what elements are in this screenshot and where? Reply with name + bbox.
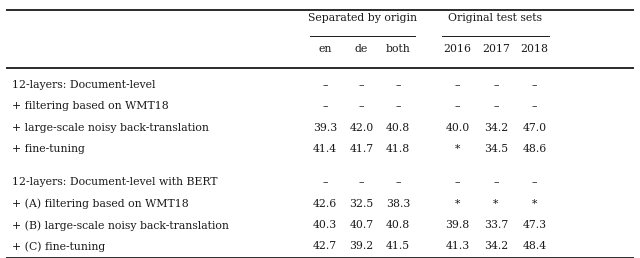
Text: 33.7: 33.7 (484, 220, 508, 230)
Text: –: – (396, 80, 401, 90)
Text: 34.5: 34.5 (484, 144, 508, 154)
Text: –: – (323, 80, 328, 90)
Text: 2018: 2018 (520, 44, 548, 54)
Text: de: de (355, 44, 368, 54)
Text: Separated by origin: Separated by origin (308, 13, 417, 23)
Text: 2016: 2016 (444, 44, 472, 54)
Text: *: * (455, 144, 460, 154)
Text: 40.0: 40.0 (445, 123, 470, 133)
Text: 12-layers: Document-level: 12-layers: Document-level (12, 80, 155, 90)
Text: –: – (323, 101, 328, 111)
Text: –: – (359, 101, 364, 111)
Text: 34.2: 34.2 (484, 123, 508, 133)
Text: 48.6: 48.6 (522, 144, 547, 154)
Text: 2017: 2017 (482, 44, 510, 54)
Text: 40.7: 40.7 (349, 220, 374, 230)
Text: –: – (359, 80, 364, 90)
Text: en: en (319, 44, 332, 54)
Text: 39.3: 39.3 (313, 123, 337, 133)
Text: 47.3: 47.3 (522, 220, 547, 230)
Text: *: * (455, 199, 460, 209)
Text: + fine-tuning: + fine-tuning (12, 144, 84, 154)
Text: 42.6: 42.6 (313, 199, 337, 209)
Text: –: – (396, 101, 401, 111)
Text: *: * (532, 199, 537, 209)
Text: –: – (396, 177, 401, 187)
Text: 42.7: 42.7 (313, 241, 337, 252)
Text: –: – (532, 101, 537, 111)
Text: 47.0: 47.0 (522, 123, 547, 133)
Text: 42.0: 42.0 (349, 123, 374, 133)
Text: 48.4: 48.4 (522, 241, 547, 252)
Text: 40.3: 40.3 (313, 220, 337, 230)
Text: both: both (386, 44, 410, 54)
Text: –: – (455, 80, 460, 90)
Text: + large-scale noisy back-translation: + large-scale noisy back-translation (12, 123, 209, 133)
Text: –: – (493, 177, 499, 187)
Text: 32.5: 32.5 (349, 199, 374, 209)
Text: 41.3: 41.3 (445, 241, 470, 252)
Text: –: – (493, 80, 499, 90)
Text: –: – (493, 101, 499, 111)
Text: + (A) filtering based on WMT18: + (A) filtering based on WMT18 (12, 199, 188, 209)
Text: 40.8: 40.8 (386, 220, 410, 230)
Text: Original test sets: Original test sets (449, 13, 542, 23)
Text: + filtering based on WMT18: + filtering based on WMT18 (12, 101, 168, 111)
Text: –: – (359, 177, 364, 187)
Text: 41.5: 41.5 (386, 241, 410, 252)
Text: + (C) fine-tuning: + (C) fine-tuning (12, 241, 105, 252)
Text: –: – (532, 177, 537, 187)
Text: –: – (323, 177, 328, 187)
Text: 40.8: 40.8 (386, 123, 410, 133)
Text: 41.4: 41.4 (313, 144, 337, 154)
Text: 34.2: 34.2 (484, 241, 508, 252)
Text: 39.8: 39.8 (445, 220, 470, 230)
Text: 41.8: 41.8 (386, 144, 410, 154)
Text: –: – (455, 101, 460, 111)
Text: 38.3: 38.3 (386, 199, 410, 209)
Text: *: * (493, 199, 499, 209)
Text: 39.2: 39.2 (349, 241, 374, 252)
Text: –: – (532, 80, 537, 90)
Text: + (B) large-scale noisy back-translation: + (B) large-scale noisy back-translation (12, 220, 228, 231)
Text: 12-layers: Document-level with BERT: 12-layers: Document-level with BERT (12, 177, 217, 187)
Text: –: – (455, 177, 460, 187)
Text: 41.7: 41.7 (349, 144, 374, 154)
